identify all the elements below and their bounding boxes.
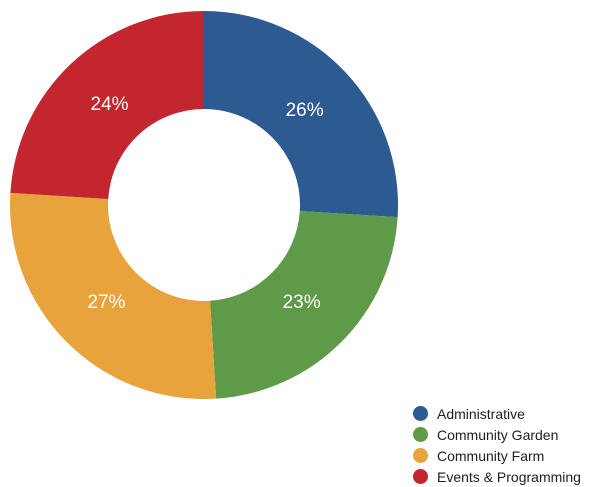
legend-label-events-programming: Events & Programming <box>437 468 581 485</box>
legend-label-community-garden: Community Garden <box>437 426 559 443</box>
legend-item-community-garden: Community Garden <box>413 424 581 445</box>
slice-community-farm <box>9 192 217 399</box>
legend-swatch-administrative <box>413 406 428 421</box>
slice-events-programming <box>10 11 205 199</box>
donut-slices <box>9 11 398 399</box>
legend-item-community-farm: Community Farm <box>413 445 581 466</box>
legend-swatch-community-farm <box>413 448 428 463</box>
legend-swatch-events-programming <box>413 469 428 484</box>
slice-label-events-programming: 24% <box>91 94 129 115</box>
slice-community-garden <box>210 211 398 399</box>
legend-label-community-farm: Community Farm <box>437 447 545 464</box>
legend-label-administrative: Administrative <box>437 405 525 422</box>
slice-label-community-farm: 27% <box>87 292 125 313</box>
slice-label-administrative: 26% <box>286 100 324 121</box>
slice-administrative <box>204 11 398 218</box>
legend-item-administrative: Administrative <box>413 403 581 424</box>
chart-legend: Administrative Community Garden Communit… <box>413 403 581 487</box>
slice-label-community-garden: 23% <box>283 292 321 313</box>
legend-swatch-community-garden <box>413 427 428 442</box>
donut-labels: 26% 23% 27% 24% <box>87 94 323 313</box>
legend-item-events-programming: Events & Programming <box>413 466 581 487</box>
